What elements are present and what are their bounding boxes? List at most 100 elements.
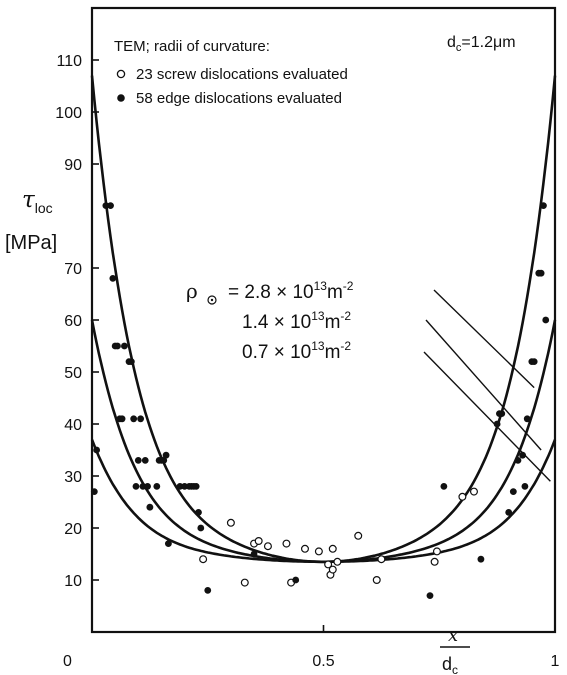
edge-point-36: [292, 576, 300, 584]
edge-point-20: [153, 483, 161, 490]
edge-point-1: [93, 446, 101, 454]
edge-point-18: [144, 483, 151, 490]
edge-point-25: [164, 540, 172, 547]
rho-subscript-dot: [210, 298, 214, 302]
y-tick-labels: 10 20 30 40 50 60 70 90 100 110: [55, 53, 82, 590]
screw-point-8: [300, 544, 309, 553]
rho-label: ρ: [186, 279, 198, 303]
screw-point-19: [432, 547, 441, 556]
screw-point-5: [263, 542, 272, 551]
x-tick-label-1: 1: [551, 653, 560, 670]
fit-curve-3: [90, 439, 557, 564]
dc-annotation: dc=1.2μm: [447, 34, 516, 54]
legend-item-screw: 23 screw dislocations evaluated: [136, 66, 348, 83]
screw-point-17: [377, 555, 386, 564]
y-tick-label-70: 70: [64, 261, 82, 278]
edge-point-45: [514, 457, 522, 464]
edge-point-4: [109, 275, 117, 282]
x-tick-labels: 0.5 1: [312, 653, 559, 670]
curve-label-2: 1.4 × 1013m-2: [242, 309, 351, 333]
x-axis-label-den-d: d: [442, 654, 452, 674]
legend-header: TEM; radii of curvature:: [114, 38, 270, 55]
screw-point-13: [328, 565, 337, 574]
screw-point-6: [282, 539, 291, 548]
edge-point-12: [130, 415, 138, 423]
edge-point-13: [132, 483, 140, 490]
screw-point-0: [199, 555, 208, 564]
legend-item-edge: 58 edge dislocations evaluated: [136, 90, 342, 107]
y-tick-label-90: 90: [64, 157, 82, 174]
screw-point-1: [226, 518, 235, 527]
screw-point-12: [328, 544, 337, 553]
edge-point-11: [127, 358, 135, 365]
edge-point-14: [134, 457, 142, 464]
edge-point-48: [523, 415, 531, 423]
edge-point-23: [160, 457, 168, 464]
y-tick-label-60: 60: [64, 313, 82, 330]
edge-point-44: [509, 488, 517, 495]
legend: TEM; radii of curvature: 23 screw disloc…: [114, 38, 348, 107]
y-axis-label: τloc: [22, 187, 53, 216]
edge-point-37: [426, 592, 434, 599]
y-tick-label-50: 50: [64, 365, 82, 382]
y-tick-label-100: 100: [55, 105, 82, 122]
curve-label-3: 0.7 × 1013m-2: [242, 339, 351, 363]
x-axis-label-numerator: x: [448, 625, 458, 646]
legend-open-marker: [116, 69, 126, 79]
edge-point-3: [107, 202, 114, 210]
edge-point-33: [197, 524, 205, 532]
screw-point-4: [254, 536, 263, 545]
y-axis-unit: [MPa]: [5, 232, 57, 254]
screw-point-10: [324, 560, 333, 569]
origin-label: 0: [63, 653, 72, 670]
legend-filled-marker: [117, 94, 125, 102]
edge-point-15: [137, 415, 145, 423]
edge-point-9: [121, 342, 128, 350]
y-tick-label-10: 10: [64, 573, 82, 590]
y-tick-label-20: 20: [64, 521, 82, 538]
screw-point-16: [372, 575, 381, 584]
leader-line-3: [423, 351, 551, 482]
edge-point-53: [540, 202, 547, 210]
x-axis-label-den-sub: c: [452, 663, 458, 675]
fit-curves: [90, 75, 557, 564]
edge-point-35: [250, 550, 258, 558]
edge-point-46: [519, 451, 526, 459]
edge-point-0: [90, 488, 98, 495]
edge-point-47: [521, 483, 529, 490]
screw-point-14: [333, 557, 342, 566]
edge-point-19: [146, 503, 154, 511]
y-axis-symbol: τ: [22, 187, 36, 213]
y-tick-label-30: 30: [64, 469, 82, 486]
curve-label-leaders: [423, 289, 551, 482]
edge-point-32: [195, 509, 202, 516]
y-tick-label-40: 40: [64, 417, 82, 434]
screw-point-15: [354, 531, 363, 540]
x-tick-label-0.5: 0.5: [312, 653, 334, 670]
edge-point-52: [537, 269, 545, 277]
edge-point-8: [118, 415, 126, 423]
edge-point-24: [162, 451, 170, 459]
edge-point-17: [141, 457, 149, 464]
screw-point-20: [458, 492, 467, 501]
screw-point-21: [469, 487, 478, 496]
screw-point-9: [314, 547, 323, 556]
screw-point-18: [430, 557, 439, 566]
edge-point-40: [493, 420, 501, 428]
edge-point-31: [192, 483, 200, 490]
y-axis-subscript: loc: [35, 200, 53, 216]
screw-point-2: [240, 578, 249, 587]
edge-point-6: [114, 342, 121, 350]
fit-curve-2: [90, 319, 557, 564]
curve-label-1: = 2.8 × 1013m-2: [228, 279, 354, 303]
x-axis-label-denominator: dc: [442, 654, 458, 675]
rho-subscript-symbol: [207, 295, 217, 305]
y-tick-label-110: 110: [56, 53, 82, 70]
edge-point-38: [440, 483, 448, 490]
curve-labels: ρ = 2.8 × 1013m-2 1.4 × 1013m-2 0.7 × 1013…: [186, 279, 354, 363]
edge-point-54: [542, 316, 550, 324]
edge-point-50: [530, 358, 538, 365]
edge-point-43: [505, 509, 513, 516]
leader-line-1: [433, 289, 535, 389]
